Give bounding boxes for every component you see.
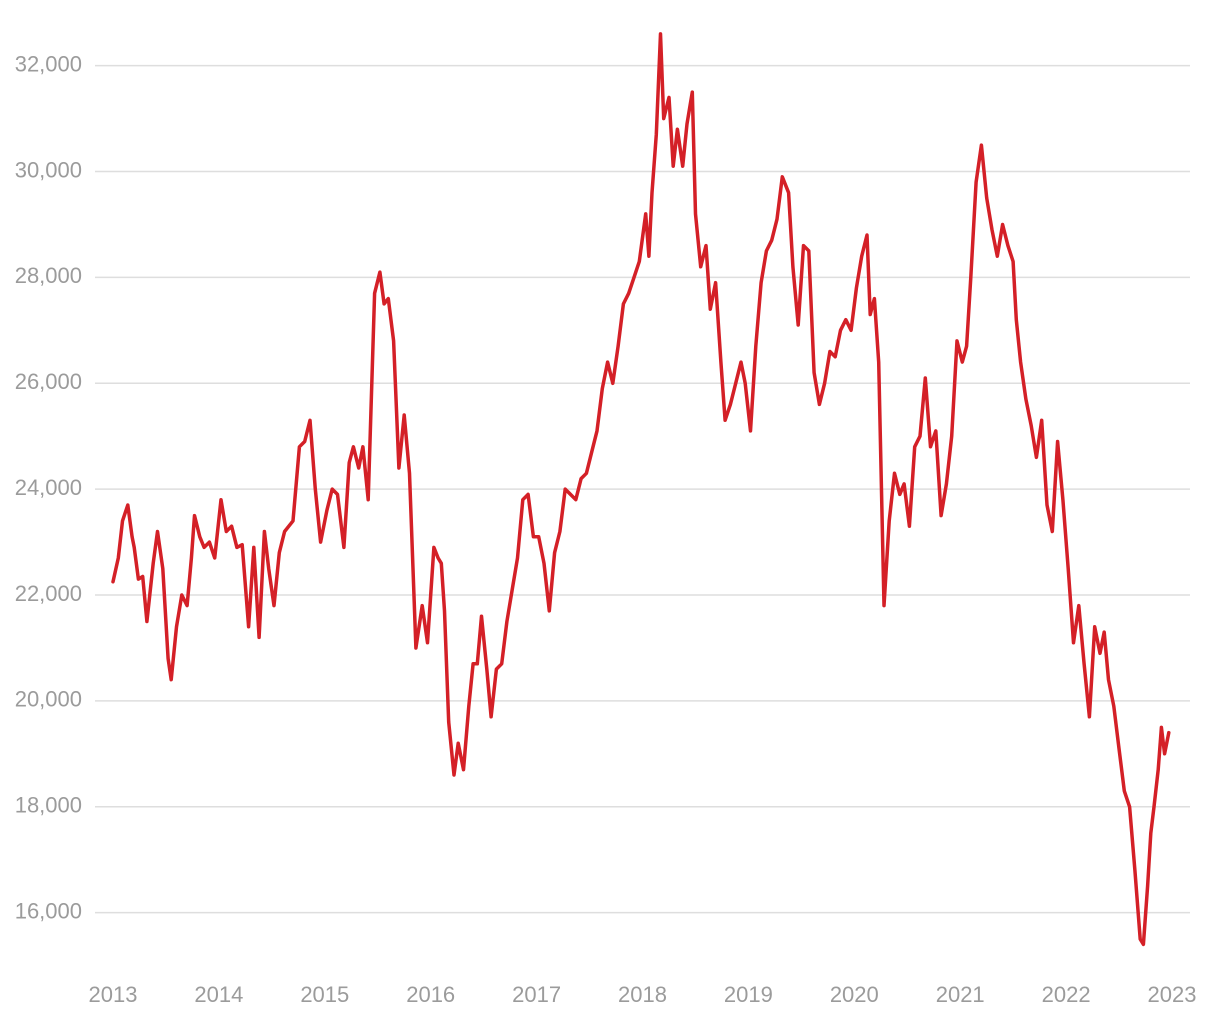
y-tick-label: 28,000 bbox=[15, 263, 82, 288]
x-tick-label: 2019 bbox=[724, 982, 773, 1007]
y-tick-label: 32,000 bbox=[15, 51, 82, 76]
y-tick-label: 26,000 bbox=[15, 369, 82, 394]
grid-lines bbox=[95, 64, 1190, 914]
x-tick-label: 2015 bbox=[300, 982, 349, 1007]
x-tick-label: 2017 bbox=[512, 982, 561, 1007]
y-tick-label: 20,000 bbox=[15, 687, 82, 712]
y-axis-tick-labels: 16,000 18,000 20,000 22,000 24,000 26,000 28,0… bbox=[15, 51, 82, 923]
x-tick-label: 2021 bbox=[936, 982, 985, 1007]
x-tick-label: 2018 bbox=[618, 982, 667, 1007]
x-tick-label: 2013 bbox=[89, 982, 138, 1007]
series-lines bbox=[111, 32, 1171, 947]
y-tick-label: 22,000 bbox=[15, 581, 82, 606]
x-tick-label: 2014 bbox=[194, 982, 243, 1007]
y-tick-label: 16,000 bbox=[15, 898, 82, 923]
x-tick-label: 2016 bbox=[406, 982, 455, 1007]
x-tick-label: 2022 bbox=[1042, 982, 1091, 1007]
y-tick-label: 24,000 bbox=[15, 475, 82, 500]
x-tick-label: 2020 bbox=[830, 982, 879, 1007]
series-line-index bbox=[111, 32, 1171, 947]
x-axis-tick-labels: 2013 2014 2015 2016 2017 2018 2019 2020 2021 2022… bbox=[89, 982, 1197, 1007]
y-tick-label: 18,000 bbox=[15, 793, 82, 818]
y-tick-label: 30,000 bbox=[15, 157, 82, 182]
x-tick-label: 2023 bbox=[1148, 982, 1197, 1007]
